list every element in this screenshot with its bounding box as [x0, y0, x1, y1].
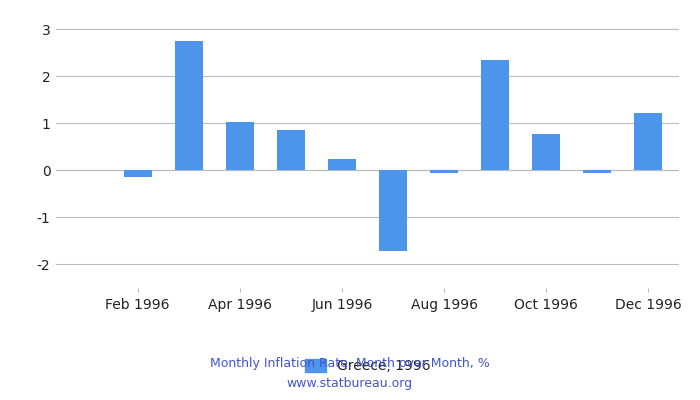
Bar	[532, 134, 560, 170]
Bar	[124, 170, 152, 176]
Bar	[583, 170, 611, 173]
Bar	[277, 130, 305, 170]
Bar	[430, 170, 458, 173]
Legend: Greece, 1996: Greece, 1996	[299, 354, 436, 379]
Bar	[226, 122, 254, 170]
Bar	[379, 170, 407, 251]
Bar	[481, 60, 509, 170]
Bar	[175, 41, 203, 170]
Bar	[328, 159, 356, 170]
Bar	[634, 113, 662, 170]
Text: www.statbureau.org: www.statbureau.org	[287, 378, 413, 390]
Text: Monthly Inflation Rate, Month over Month, %: Monthly Inflation Rate, Month over Month…	[210, 358, 490, 370]
